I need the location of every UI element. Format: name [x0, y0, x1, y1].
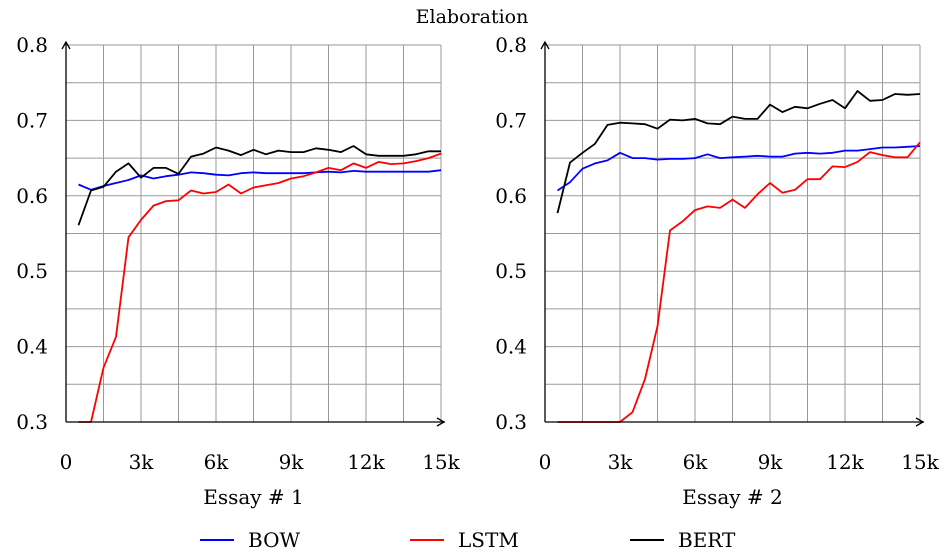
y-tick-label: 0.6 — [16, 184, 48, 208]
grid — [545, 44, 921, 422]
y-tick-label: 0.4 — [16, 335, 48, 359]
series-line-bow — [557, 145, 921, 192]
y-axis-arrow — [540, 40, 550, 50]
x-tick-label: 6k — [683, 450, 709, 474]
legend-item-lstm: LSTM — [410, 528, 519, 552]
x-tick-label: 15k — [422, 450, 460, 474]
x-tick-label: 0 — [60, 450, 73, 474]
axes — [540, 40, 925, 427]
series-line-lstm — [78, 152, 442, 423]
x-tick-label: 12k — [347, 450, 385, 474]
series-line-bert — [77, 145, 441, 226]
x-tick-label: 6k — [204, 450, 230, 474]
y-tick-label: 0.8 — [495, 33, 527, 57]
y-tick-label: 0.7 — [16, 108, 48, 132]
x-axis-label: Essay # 1 — [203, 485, 304, 509]
x-axis-label: Essay # 2 — [682, 485, 783, 509]
legend-item-bow: BOW — [200, 528, 300, 552]
y-axis-arrow — [61, 40, 71, 50]
x-tick-label: 12k — [826, 450, 864, 474]
figure-title: Elaboration — [416, 6, 529, 28]
y-tick-label: 0.3 — [16, 410, 48, 434]
axes — [61, 40, 446, 427]
legend-item-bert: BERT — [630, 528, 736, 552]
x-tick-label: 0 — [539, 450, 552, 474]
series-line-lstm — [557, 141, 921, 423]
legend-label: BOW — [248, 528, 300, 552]
x-tick-label: 9k — [279, 450, 305, 474]
x-axis-arrow — [436, 417, 446, 427]
x-axis-arrow — [915, 417, 925, 427]
y-tick-label: 0.5 — [16, 259, 48, 283]
x-tick-label: 15k — [901, 450, 939, 474]
y-tick-label: 0.6 — [495, 184, 527, 208]
plot-1: 0.3 0.4 0.5 0.6 0.7 0.8 0 3k 6k 9k 12k 15k Essay # 1 — [16, 33, 460, 509]
grid — [66, 44, 442, 422]
plot-2: 0.3 0.4 0.5 0.6 0.7 0.8 0 3k 6k 9k 12k 15k Essay # 2 — [495, 33, 939, 509]
legend-label: BERT — [678, 528, 736, 552]
legend: BOW LSTM BERT — [200, 528, 736, 552]
y-tick-label: 0.7 — [495, 108, 527, 132]
x-tick-label: 9k — [758, 450, 784, 474]
y-tick-label: 0.8 — [16, 33, 48, 57]
legend-label: LSTM — [458, 528, 519, 552]
series-line-bert — [556, 90, 921, 214]
x-tick-label: 3k — [608, 450, 634, 474]
y-tick-label: 0.4 — [495, 335, 527, 359]
y-tick-label: 0.3 — [495, 410, 527, 434]
x-tick-label: 3k — [129, 450, 155, 474]
plots: 0.3 0.4 0.5 0.6 0.7 0.8 0 3k 6k 9k 12k 15k Essay # 1… — [16, 33, 939, 509]
y-tick-label: 0.5 — [495, 259, 527, 283]
